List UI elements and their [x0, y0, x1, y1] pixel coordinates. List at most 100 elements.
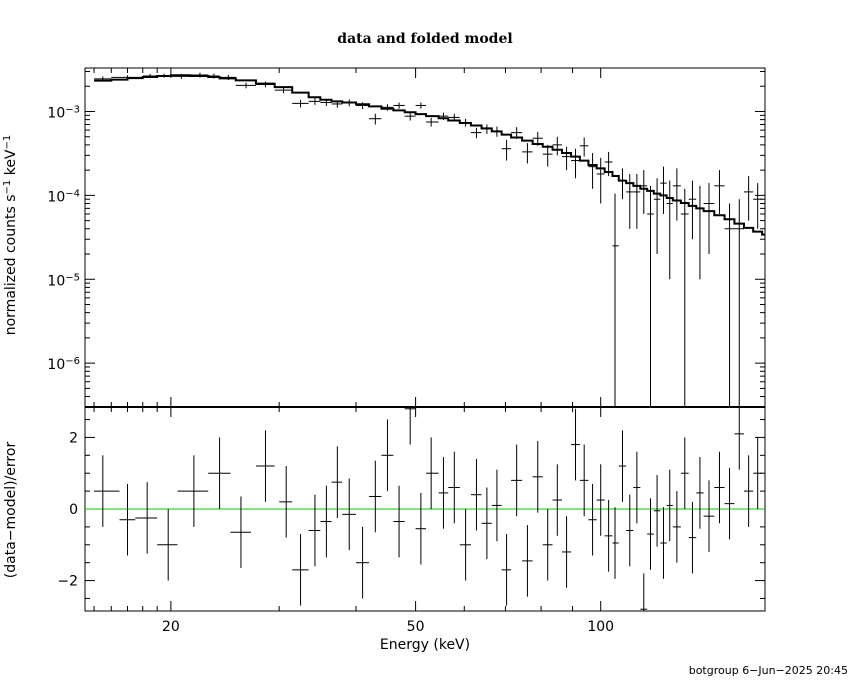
data-point	[415, 102, 427, 109]
residual-point	[596, 464, 605, 536]
residual-point	[369, 460, 382, 533]
data-point	[522, 143, 533, 164]
residual-point	[393, 485, 405, 558]
data-point	[753, 183, 763, 229]
y-tick-label-top-3: 10−6	[47, 356, 80, 374]
residual-point	[404, 407, 416, 445]
data-point	[381, 104, 394, 111]
residual-point	[753, 437, 763, 509]
residual-point	[660, 507, 667, 579]
data-point	[579, 137, 589, 157]
residual-point	[230, 496, 252, 569]
residual-point	[626, 494, 634, 567]
residual-point	[703, 480, 715, 552]
residual-point	[279, 466, 293, 538]
data-point	[542, 144, 553, 167]
y-tick-label-bottom-0: 2	[69, 430, 78, 446]
residual-point	[426, 437, 439, 509]
data-point	[703, 183, 715, 255]
residual-point	[604, 500, 613, 572]
x-tick-label-50: 50	[407, 619, 425, 635]
data-point	[308, 98, 321, 105]
residual-point	[680, 437, 689, 509]
data-point	[743, 176, 754, 221]
residual-point	[438, 457, 449, 529]
residual-point	[320, 485, 332, 558]
residual-point	[672, 491, 681, 563]
x-axis-title: Energy (keV)	[380, 637, 470, 653]
residual-point	[177, 455, 209, 527]
residual-point	[94, 455, 120, 527]
residual-point	[588, 483, 597, 556]
residual-point	[561, 516, 572, 588]
y-tick-label-top-1: 10−4	[47, 188, 80, 206]
residual-point	[355, 526, 370, 599]
residual-point	[501, 534, 512, 606]
data-point	[404, 112, 416, 121]
residual-point	[342, 478, 356, 551]
residual-point	[381, 419, 394, 492]
data-point	[393, 102, 405, 109]
residual-point	[653, 475, 661, 547]
residual-point	[415, 492, 427, 565]
residual-point	[208, 437, 231, 509]
data-point	[235, 82, 256, 89]
residual-point	[571, 408, 580, 481]
residual-point	[331, 446, 343, 518]
data-point	[660, 166, 667, 214]
x-tick-label-100: 100	[587, 619, 614, 635]
chart-title: data and folded model	[337, 31, 512, 47]
residual-point	[724, 467, 735, 540]
residual-point	[633, 451, 641, 524]
model-line	[94, 74, 765, 236]
y-tick-label-top-0: 10−3	[47, 104, 80, 122]
data-point	[588, 153, 597, 189]
data-point	[640, 170, 648, 214]
residual-point	[470, 458, 482, 531]
residual-point	[491, 469, 502, 542]
residual-point	[119, 483, 136, 556]
data-point	[633, 173, 641, 229]
y-tick-label-top-2: 10−5	[47, 272, 80, 290]
data-point	[470, 127, 482, 139]
footer-stamp: botgroup 6−Jun−2025 20:45	[689, 664, 848, 677]
spectrum-panel: 10−3 10−4 10−5 10−6	[47, 67, 766, 408]
residual-point	[481, 487, 492, 560]
y-tick-label-bottom-1: 0	[69, 502, 78, 518]
y-axis-title-bottom: (data−model)/error	[3, 442, 19, 579]
residual-point	[511, 444, 523, 517]
data-point	[355, 102, 370, 110]
residual-point	[542, 509, 553, 581]
residual-point	[448, 451, 460, 524]
data-point	[274, 87, 293, 94]
residual-point	[292, 534, 309, 606]
residual-point	[640, 573, 648, 611]
data-point	[561, 146, 572, 171]
data-point	[688, 180, 697, 240]
residual-point	[734, 407, 744, 470]
data-point	[696, 185, 704, 280]
residual-point	[666, 469, 673, 542]
residual-point	[688, 501, 697, 574]
data-point	[596, 157, 605, 204]
data-point	[653, 178, 661, 255]
residual-point	[579, 444, 589, 517]
data-point	[612, 193, 619, 407]
residual-point	[157, 509, 178, 581]
residual-point	[647, 498, 654, 570]
data-point	[552, 136, 562, 156]
data-point	[501, 139, 512, 161]
residual-point	[696, 457, 704, 529]
data-point	[672, 168, 681, 221]
residual-point	[552, 464, 562, 536]
data-point	[734, 199, 744, 407]
residual-point	[714, 451, 725, 524]
data-point	[647, 185, 654, 407]
residual-point	[612, 507, 619, 579]
x-tick-label-20: 20	[162, 619, 180, 635]
residual-point	[459, 509, 471, 581]
residual-point	[743, 455, 754, 527]
data-point	[618, 168, 627, 200]
data-point	[714, 170, 725, 214]
